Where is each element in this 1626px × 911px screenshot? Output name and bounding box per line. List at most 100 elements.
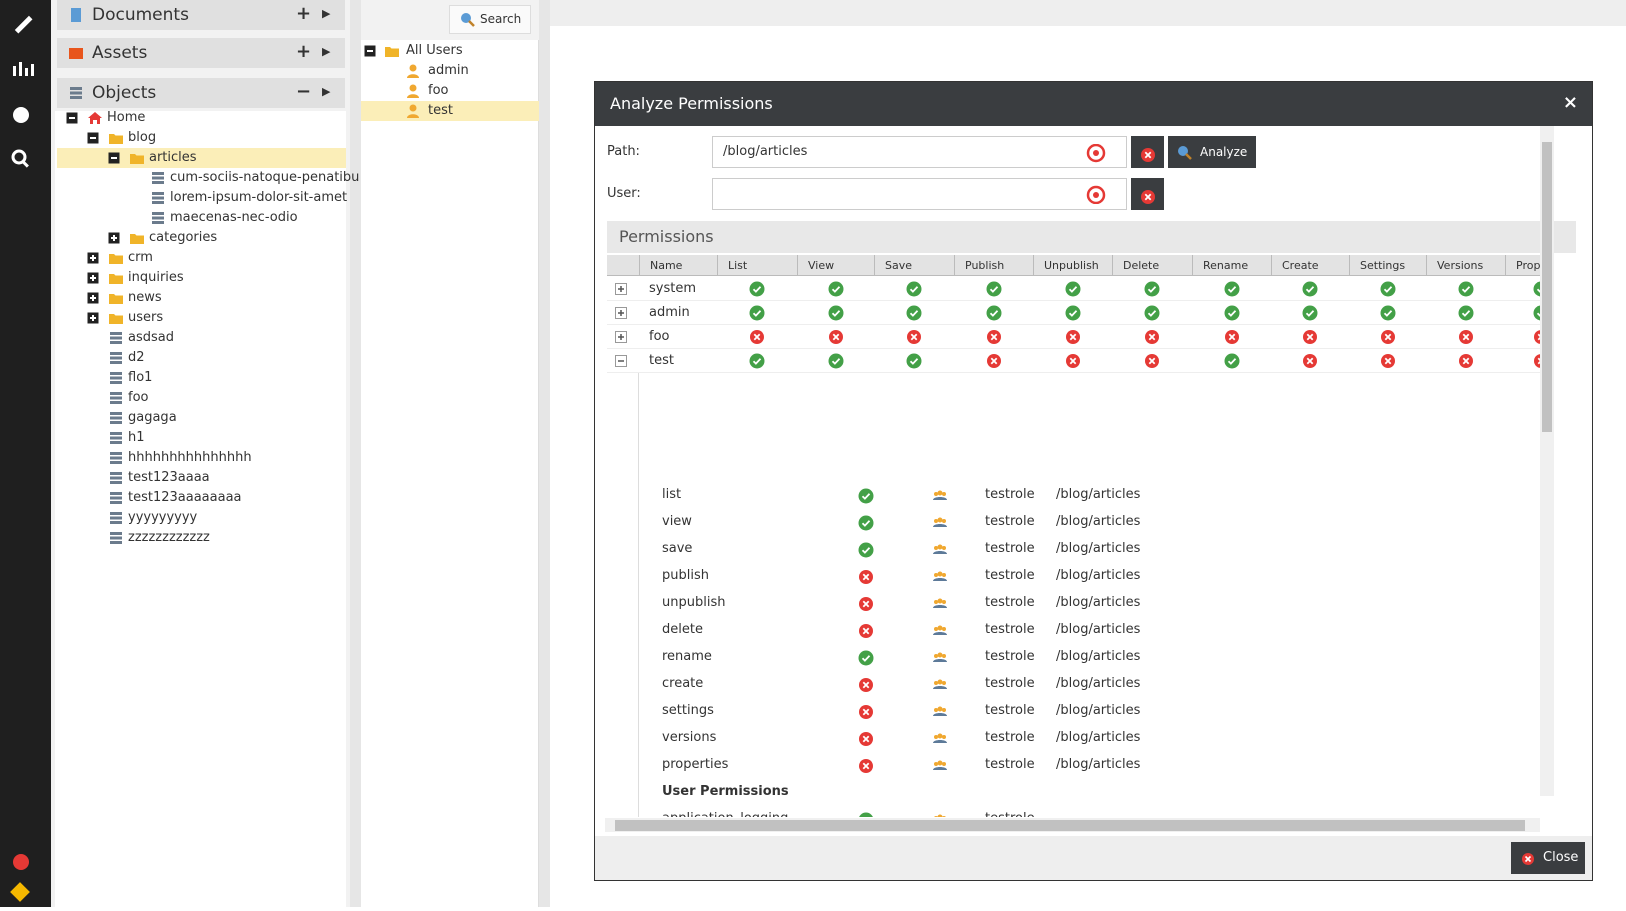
denied-icon (1144, 353, 1160, 369)
detail-path: /blog/articles (1056, 674, 1140, 694)
detail-source: testrole (985, 809, 1035, 817)
panel-arrow[interactable]: ▶ (322, 4, 330, 24)
detail-name: list (662, 485, 681, 505)
tree-item[interactable]: news (128, 288, 162, 308)
row-name: system (649, 279, 696, 299)
allowed-icon (749, 281, 765, 297)
expander (64, 110, 80, 126)
tree-icon (108, 450, 124, 466)
tree-item[interactable]: test (428, 101, 453, 121)
panel-arrow[interactable]: ▶ (322, 42, 330, 62)
allowed-icon (1065, 281, 1081, 297)
source-icon (932, 649, 948, 665)
row-expander (613, 305, 629, 321)
allowed-icon (1144, 305, 1160, 321)
source-icon (932, 703, 948, 719)
detail-name: settings (662, 701, 714, 721)
detail-source: testrole (985, 728, 1035, 748)
denied-icon (986, 329, 1002, 345)
tree-item[interactable]: Home (107, 108, 145, 128)
h-scrollbar[interactable] (605, 818, 1540, 832)
panel-action[interactable]: + (296, 42, 311, 62)
tree-item[interactable]: articles (149, 148, 197, 168)
detail-path: /blog/articles (1056, 701, 1140, 721)
tree-item[interactable]: blog (128, 128, 156, 148)
target-icons (1086, 144, 1106, 204)
allowed-icon (1533, 305, 1540, 321)
tree-icon (129, 150, 145, 166)
column-header: Create (1271, 255, 1349, 276)
tree-icon (108, 430, 124, 446)
tree-item[interactable]: gagaga (128, 408, 177, 428)
allowed-icon (1380, 281, 1396, 297)
denied-icon (749, 329, 765, 345)
source-icon (932, 811, 948, 817)
detail-source: testrole (985, 674, 1035, 694)
tree-icon (108, 350, 124, 366)
tree-item[interactable]: inquiries (128, 268, 184, 288)
column-header: Unpublish (1033, 255, 1112, 276)
tree-item[interactable]: lorem-ipsum-dolor-sit-amet (170, 188, 347, 208)
denied-icon (828, 329, 844, 345)
detail-path: /blog/articles (1056, 485, 1140, 505)
search-icon (459, 11, 475, 27)
tree-item[interactable]: admin (428, 61, 469, 81)
panel-icon (68, 45, 84, 61)
allowed-icon (858, 488, 874, 504)
allowed-icon (1458, 305, 1474, 321)
panel-action[interactable]: + (296, 4, 311, 24)
tree-icon (108, 310, 124, 326)
tree-item[interactable]: h1 (128, 428, 145, 448)
detail-path: /blog/articles (1056, 620, 1140, 640)
source-icon (932, 730, 948, 746)
tree-item[interactable]: test123aaaaaaaa (128, 488, 242, 508)
v-scrollbar[interactable] (1540, 126, 1554, 796)
denied-icon (1065, 353, 1081, 369)
toolbar-icons (0, 0, 51, 907)
tree-item[interactable]: maecenas-nec-odio (170, 208, 298, 228)
allowed-icon (1224, 353, 1240, 369)
detail-path: /blog/articles (1056, 512, 1140, 532)
tree-item[interactable]: asdsad (128, 328, 174, 348)
source-icon (932, 757, 948, 773)
detail-source: testrole (985, 755, 1035, 775)
tree-item[interactable]: crm (128, 248, 153, 268)
tree-item[interactable]: All Users (406, 41, 463, 61)
tree-item[interactable]: categories (149, 228, 217, 248)
clear-icon (1140, 189, 1156, 205)
tree-icon (108, 130, 124, 146)
tree-item[interactable]: users (128, 308, 163, 328)
tree-item[interactable]: flo1 (128, 368, 152, 388)
detail-path: /blog/articles (1056, 566, 1140, 586)
tree-item[interactable]: yyyyyyyyy (128, 508, 197, 528)
detail-path: /blog/articles (1056, 755, 1140, 775)
tab-bar (550, 0, 1626, 26)
tree-item[interactable]: test123aaaa (128, 468, 210, 488)
column-header: Delete (1112, 255, 1192, 276)
tree-item[interactable]: cum-sociis-natoque-penatibu (170, 168, 359, 188)
panel-arrow[interactable]: ▶ (322, 82, 330, 102)
allowed-icon (1224, 305, 1240, 321)
tree-item[interactable]: foo (128, 388, 148, 408)
tree-item[interactable]: foo (428, 81, 448, 101)
source-icon (932, 487, 948, 503)
detail-source: testrole (985, 593, 1035, 613)
detail-border (638, 373, 639, 817)
tree-icon (108, 270, 124, 286)
panel-icon (68, 7, 84, 23)
expander (106, 230, 122, 246)
tree-item[interactable]: d2 (128, 348, 145, 368)
denied-icon (1533, 353, 1540, 369)
allowed-icon (986, 305, 1002, 321)
user-input[interactable] (712, 178, 1127, 210)
detail-source: testrole (985, 539, 1035, 559)
tree-item[interactable]: hhhhhhhhhhhhhhh (128, 448, 252, 468)
column-header: View (797, 255, 874, 276)
tree-item[interactable]: zzzzzzzzzzzz (128, 528, 210, 548)
panel-action[interactable]: − (296, 82, 311, 102)
denied-icon (858, 704, 874, 720)
expander (85, 310, 101, 326)
path-input[interactable]: /blog/articles (712, 136, 1127, 168)
close-x[interactable]: × (1563, 92, 1578, 113)
denied-icon (858, 596, 874, 612)
